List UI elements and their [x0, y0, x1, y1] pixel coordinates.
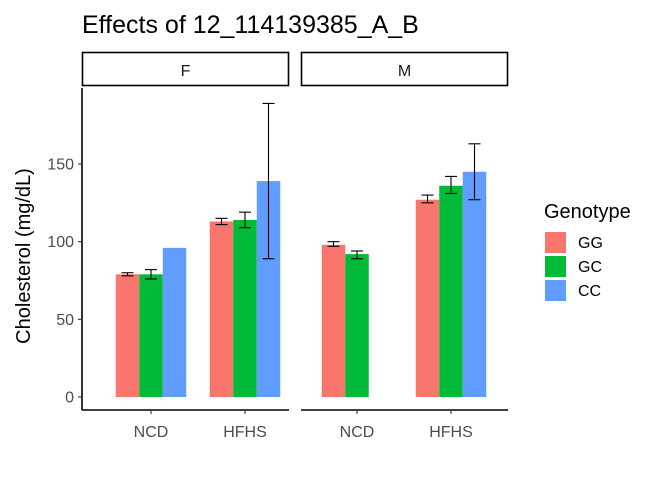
x-tick-label: HFHS	[223, 424, 267, 441]
x-tick-label: NCD	[134, 424, 169, 441]
error-bar-F-HFHS-CC	[262, 102, 275, 260]
error-bar-M-NCD-GG	[327, 241, 340, 247]
bar-M-NCD-GC	[345, 254, 369, 397]
legend-swatch	[545, 256, 566, 277]
x-tick-label: HFHS	[429, 424, 473, 441]
error-bar-M-HFHS-GG	[421, 194, 434, 204]
y-tick-label: 100	[47, 234, 74, 251]
chart-panels: F NCD HFHS 0 50 100 150 M NCD HFHS	[47, 51, 509, 441]
facet-strip-label: M	[398, 63, 411, 80]
bar-F-HFHS-GC	[233, 219, 257, 397]
legend-label: CC	[578, 283, 601, 300]
error-bar-M-NCD-GC	[351, 250, 363, 260]
y-tick-label: 0	[65, 390, 74, 407]
bar-M-HFHS-CC	[462, 171, 487, 397]
chart-title: Effects of 12_114139385_A_B	[82, 11, 419, 39]
legend-title: Genotype	[544, 201, 631, 223]
facet-strip-label: F	[181, 63, 191, 80]
error-bar-M-HFHS-CC	[468, 143, 481, 201]
bar-M-HFHS-GC	[439, 185, 463, 397]
legend-items: GG GC CC	[545, 232, 603, 301]
legend-item-GC: GC	[545, 256, 602, 277]
legend-label: GC	[578, 259, 602, 276]
bar-F-HFHS-CC	[256, 181, 281, 397]
bar-F-NCD-GG	[115, 274, 140, 397]
bar-F-HFHS-GG	[209, 221, 234, 397]
error-bar-F-NCD-GC	[145, 269, 157, 280]
y-tick-label: 150	[47, 157, 74, 174]
legend-swatch	[545, 232, 566, 253]
error-bar-F-NCD-GG	[121, 272, 134, 277]
legend-label: GG	[578, 235, 603, 252]
error-bar-F-HFHS-GG	[215, 217, 228, 226]
bar-F-NCD-GC	[139, 274, 163, 397]
error-bar-M-HFHS-GC	[445, 175, 457, 195]
legend-item-GG: GG	[545, 232, 603, 253]
y-axis-title: Cholesterol (mg/dL)	[13, 168, 35, 344]
facet-strip	[81, 51, 290, 87]
panel-F: F NCD HFHS 0 50 100 150	[47, 51, 290, 441]
bar-M-NCD-GG	[321, 244, 346, 397]
error-bar-F-HFHS-GC	[239, 211, 251, 229]
legend-swatch	[545, 280, 566, 301]
bar-F-NCD-CC	[162, 247, 187, 397]
x-tick-label: NCD	[340, 424, 375, 441]
legend-item-CC: CC	[545, 280, 601, 301]
facet-strip	[300, 51, 509, 87]
y-tick-label: 50	[56, 312, 74, 329]
legend: Genotype GG GC CC	[544, 201, 631, 301]
panel-M: M NCD HFHS	[300, 51, 509, 441]
bar-M-HFHS-GG	[415, 199, 440, 397]
